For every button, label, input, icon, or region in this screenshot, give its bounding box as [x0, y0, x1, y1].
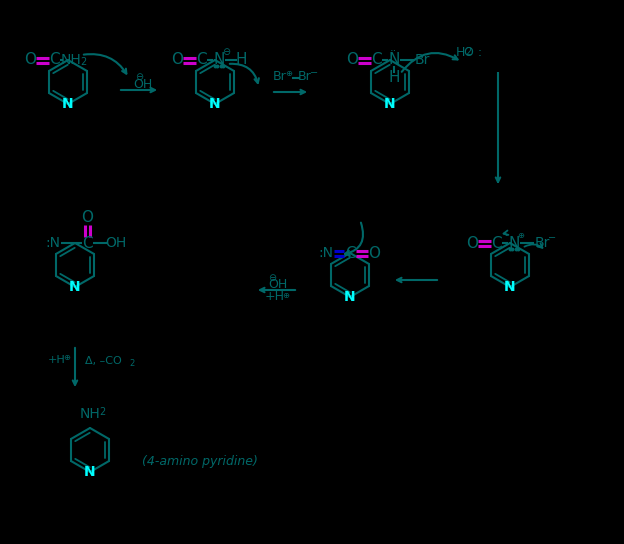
Text: N: N — [344, 290, 356, 304]
Text: N: N — [62, 97, 74, 111]
Text: +H: +H — [48, 355, 66, 365]
Text: H: H — [235, 53, 246, 67]
Text: N: N — [384, 97, 396, 111]
Text: C: C — [196, 53, 207, 67]
Text: 2: 2 — [465, 47, 471, 57]
Text: Br: Br — [298, 71, 312, 83]
Text: O: O — [81, 209, 93, 225]
Text: ⊖: ⊖ — [222, 47, 230, 57]
Text: −: − — [310, 68, 318, 78]
Text: O: O — [346, 53, 358, 67]
Text: N: N — [69, 280, 81, 294]
Text: C: C — [490, 236, 501, 250]
Text: +H: +H — [265, 290, 285, 304]
Text: Br: Br — [414, 53, 430, 67]
Text: OH: OH — [105, 236, 127, 250]
Text: 2: 2 — [99, 407, 105, 417]
Text: N: N — [509, 236, 520, 250]
Text: H: H — [456, 46, 465, 59]
Text: Δ, –CO: Δ, –CO — [85, 356, 122, 366]
Text: ⊖: ⊖ — [268, 273, 276, 283]
Text: OH: OH — [268, 277, 288, 290]
Text: C: C — [49, 53, 59, 67]
Text: C: C — [371, 53, 381, 67]
Text: Br: Br — [534, 236, 550, 250]
Text: :N: :N — [318, 246, 333, 260]
Text: C: C — [82, 236, 92, 250]
Text: −: − — [548, 233, 556, 243]
Text: O: O — [171, 53, 183, 67]
Text: O: O — [24, 53, 36, 67]
Text: N: N — [213, 53, 225, 67]
Text: O: O — [368, 245, 380, 261]
Text: NH: NH — [61, 53, 81, 67]
Text: ··: ·· — [389, 46, 397, 56]
Text: 2: 2 — [80, 57, 86, 67]
Text: ⊕: ⊕ — [286, 69, 293, 77]
Text: H: H — [388, 71, 400, 85]
Text: N: N — [209, 97, 221, 111]
Text: (4-amino pyridine): (4-amino pyridine) — [142, 455, 258, 468]
Text: O: O — [466, 236, 478, 250]
Text: N: N — [84, 465, 96, 479]
Text: ⊕: ⊕ — [64, 354, 71, 362]
Text: 2: 2 — [129, 360, 135, 368]
Text: N: N — [388, 53, 400, 67]
Text: C: C — [344, 245, 355, 261]
Text: ⊖: ⊖ — [135, 72, 143, 82]
Text: N: N — [504, 280, 516, 294]
Text: OH: OH — [134, 77, 153, 90]
Text: ⊕: ⊕ — [517, 231, 525, 239]
Text: :N: :N — [46, 236, 61, 250]
Text: ⊕: ⊕ — [283, 290, 290, 300]
Text: O :: O : — [464, 46, 482, 59]
Text: NH: NH — [80, 407, 100, 421]
Text: Br: Br — [273, 71, 287, 83]
